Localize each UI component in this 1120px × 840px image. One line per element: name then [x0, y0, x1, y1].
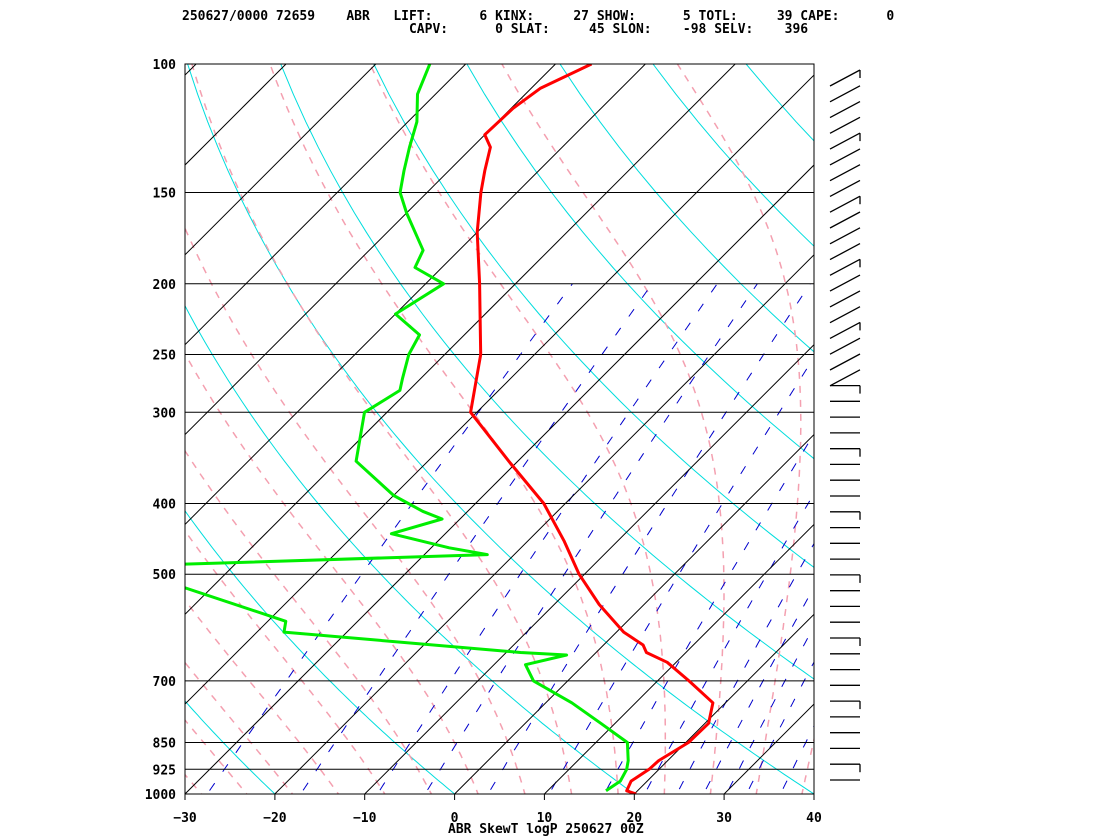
pressure-tick-label: 150 — [153, 187, 177, 202]
wind-barb — [829, 195, 861, 213]
dewpoint-line — [185, 64, 630, 793]
mixing-ratio-line — [424, 283, 758, 794]
moist-adiabat — [185, 352, 479, 794]
temperature-tick-label: 20 — [626, 811, 642, 826]
temperature-tick-label: −10 — [353, 811, 377, 826]
mixing-ratio-line — [779, 724, 814, 794]
moist-adiabat — [185, 773, 203, 794]
wind-barb — [829, 85, 861, 103]
moist-adiabat — [0, 64, 170, 810]
wind-barb — [829, 69, 861, 87]
dry-adiabat — [185, 510, 456, 794]
dry-adiabat — [185, 700, 276, 794]
isotherm — [363, 343, 814, 794]
isotherm — [185, 64, 377, 256]
moist-adiabat — [676, 64, 802, 794]
header-line-2: CAPV: 0 SLAT: 45 SLON: -98 SELV: 396 — [182, 22, 809, 37]
pressure-tick-label: 500 — [153, 568, 177, 583]
wind-barb — [829, 321, 861, 339]
isotherm — [453, 433, 814, 794]
pressure-tick-label: 100 — [153, 58, 177, 73]
pressure-tick-label: 925 — [153, 763, 176, 778]
temperature-tick-label: −30 — [173, 811, 197, 826]
pressure-tick-label: 300 — [153, 406, 177, 421]
wind-barb — [829, 243, 861, 261]
temperature-tick-label: 10 — [537, 811, 553, 826]
isotherm — [185, 64, 736, 615]
mixing-ratio-line — [603, 432, 814, 794]
pressure-tick-label: 400 — [153, 498, 177, 513]
dry-adiabat — [280, 64, 814, 680]
temperature-tick-label: 40 — [806, 811, 822, 826]
plot-area — [0, 31, 1120, 810]
pressure-tick-label: 700 — [153, 675, 177, 690]
wind-barb — [829, 353, 861, 371]
temperature-line — [469, 64, 715, 794]
wind-barb — [829, 132, 861, 150]
dry-adiabat — [745, 64, 814, 142]
moist-adiabat — [185, 598, 340, 794]
isotherm — [813, 793, 814, 794]
isotherm — [185, 64, 197, 76]
mixing-ratio-line — [644, 492, 814, 794]
mixing-ratio-line — [702, 586, 814, 794]
wind-barb — [829, 306, 861, 324]
mixing-ratio-line — [548, 356, 814, 794]
wind-barb — [829, 164, 861, 182]
temperature-tick-label: 0 — [451, 811, 459, 826]
isotherm — [723, 703, 814, 794]
pressure-tick-label: 1000 — [145, 788, 176, 803]
isotherm — [185, 74, 814, 705]
isotherm — [274, 254, 814, 794]
mixing-ratio-line — [725, 625, 814, 794]
wind-barb — [829, 116, 861, 134]
dry-adiabat — [559, 64, 814, 353]
wind-barb — [829, 101, 861, 119]
isotherm — [185, 64, 467, 346]
isotherm — [185, 64, 287, 166]
dry-adiabat — [810, 31, 1120, 810]
mixing-ratio-line — [745, 661, 814, 794]
wind-barb — [829, 369, 861, 387]
sounding-header: 250627/0000 72659 ABR LIFT: 6 KINX: 27 S… — [182, 10, 894, 36]
mixing-ratio-line — [676, 542, 814, 794]
moist-adiabat — [185, 661, 294, 794]
wind-barb — [829, 337, 861, 355]
wind-barb — [829, 179, 861, 197]
isotherm — [185, 64, 557, 436]
moist-adiabat — [191, 64, 573, 794]
pressure-tick-label: 200 — [153, 278, 177, 293]
isotherm — [543, 523, 814, 794]
dry-adiabat — [466, 64, 814, 460]
isotherm — [185, 164, 814, 794]
wind-barb — [829, 227, 861, 245]
moist-adiabat — [185, 226, 526, 794]
wind-barb — [829, 258, 861, 276]
moist-adiabat — [185, 529, 386, 794]
chart-footer: ABR SkewT logP 250627 00Z — [448, 822, 644, 837]
wind-barb — [829, 211, 861, 229]
wind-barb — [829, 290, 861, 308]
moist-adiabat — [369, 64, 667, 794]
wind-barb — [829, 274, 861, 292]
moist-adiabat — [185, 449, 433, 794]
pressure-tick-label: 850 — [153, 737, 177, 752]
isotherm — [185, 64, 647, 526]
moist-adiabat — [185, 718, 248, 794]
temperature-tick-label: −20 — [263, 811, 287, 826]
pressure-tick-label: 250 — [153, 349, 177, 364]
mixing-ratio-line — [487, 283, 811, 794]
moist-adiabat — [501, 64, 725, 794]
mixing-ratio-line — [376, 283, 718, 794]
plot-frame — [184, 63, 815, 795]
moist-adiabat — [269, 64, 619, 794]
isotherm — [633, 613, 814, 794]
header-line-1: 250627/0000 72659 ABR LIFT: 6 KINX: 27 S… — [182, 9, 895, 24]
wind-barb — [829, 148, 861, 166]
temperature-tick-label: 30 — [716, 811, 732, 826]
